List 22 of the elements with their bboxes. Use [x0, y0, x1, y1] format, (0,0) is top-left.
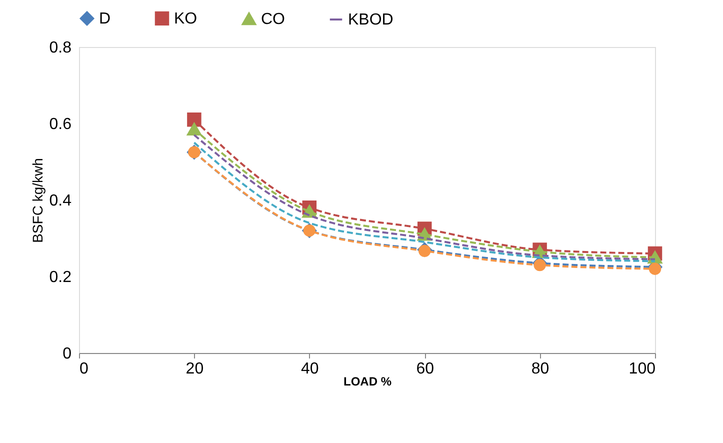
x-tick-label: 0	[80, 360, 88, 378]
point	[418, 244, 431, 257]
y-tick-label: 0.4	[49, 192, 72, 210]
x-tick-label: 60	[416, 360, 434, 378]
y-tick-label: 0.6	[49, 116, 72, 133]
y-tick-label: 0	[62, 346, 72, 362]
x-tick-label: 100	[628, 360, 656, 378]
point	[187, 122, 202, 136]
legend-label: D	[99, 10, 111, 28]
legend-label: KBOD	[348, 12, 394, 28]
point	[534, 258, 546, 272]
legend-label: CO	[261, 10, 285, 28]
legend-label: KO	[174, 10, 198, 28]
y-axis-title: BSFC kg/kwh	[29, 158, 46, 243]
y-tick-label: 0.2	[49, 269, 72, 286]
y-tick-label: 0.8	[49, 40, 72, 56]
x-tick-label: 20	[186, 360, 204, 378]
x-axis-title: LOAD %	[344, 374, 392, 388]
point	[648, 262, 662, 275]
x-tick-label: 80	[531, 360, 550, 378]
point	[187, 112, 202, 127]
x-tick-label: 40	[301, 360, 319, 378]
